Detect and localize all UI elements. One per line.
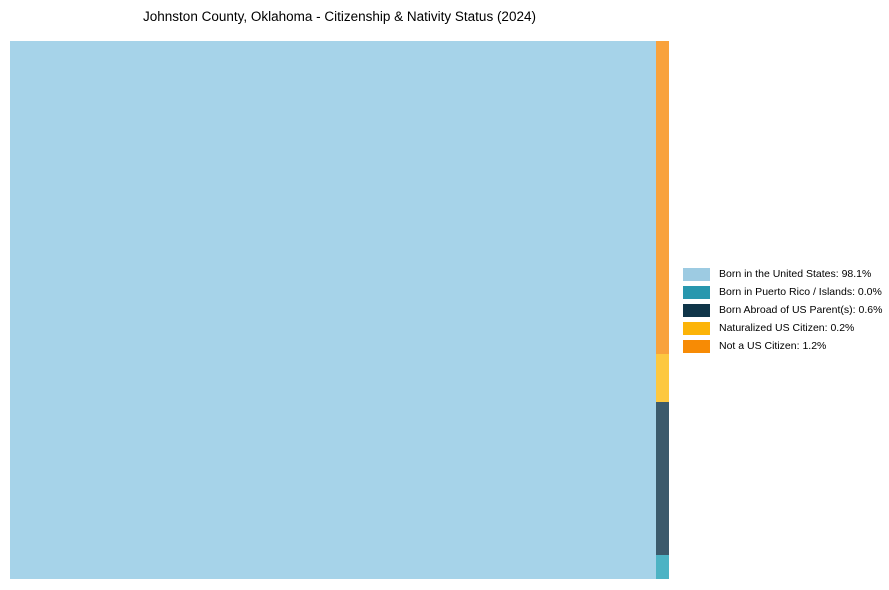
treemap-rect-born-abroad-of-us-parents [656, 402, 669, 555]
legend-swatch-born-abroad-of-us-parents [683, 304, 710, 317]
legend-label-naturalized-us-citizen: Naturalized US Citizen: 0.2% [719, 322, 855, 334]
legend: Born in the United States: 98.1% Born in… [683, 268, 882, 353]
chart-title: Johnston County, Oklahoma - Citizenship … [143, 9, 536, 24]
treemap-plot [10, 41, 669, 579]
legend-item-born-abroad-of-us-parents: Born Abroad of US Parent(s): 0.6% [683, 304, 882, 317]
legend-swatch-born-in-puerto-rico-islands [683, 286, 710, 299]
treemap-rect-born-in-puerto-rico-islands [656, 555, 669, 579]
legend-swatch-born-in-united-states [683, 268, 710, 281]
treemap-rect-not-a-us-citizen [656, 41, 669, 354]
legend-label-not-a-us-citizen: Not a US Citizen: 1.2% [719, 340, 827, 352]
legend-item-naturalized-us-citizen: Naturalized US Citizen: 0.2% [683, 322, 882, 335]
legend-item-born-in-united-states: Born in the United States: 98.1% [683, 268, 882, 281]
legend-label-born-in-puerto-rico-islands: Born in Puerto Rico / Islands: 0.0% [719, 286, 882, 298]
legend-item-born-in-puerto-rico-islands: Born in Puerto Rico / Islands: 0.0% [683, 286, 882, 299]
legend-swatch-not-a-us-citizen [683, 340, 710, 353]
legend-item-not-a-us-citizen: Not a US Citizen: 1.2% [683, 340, 882, 353]
legend-label-born-abroad-of-us-parents: Born Abroad of US Parent(s): 0.6% [719, 304, 883, 316]
treemap-rect-naturalized-us-citizen [656, 354, 669, 402]
legend-label-born-in-united-states: Born in the United States: 98.1% [719, 268, 872, 280]
legend-swatch-naturalized-us-citizen [683, 322, 710, 335]
treemap-rect-born-in-united-states [10, 41, 656, 579]
